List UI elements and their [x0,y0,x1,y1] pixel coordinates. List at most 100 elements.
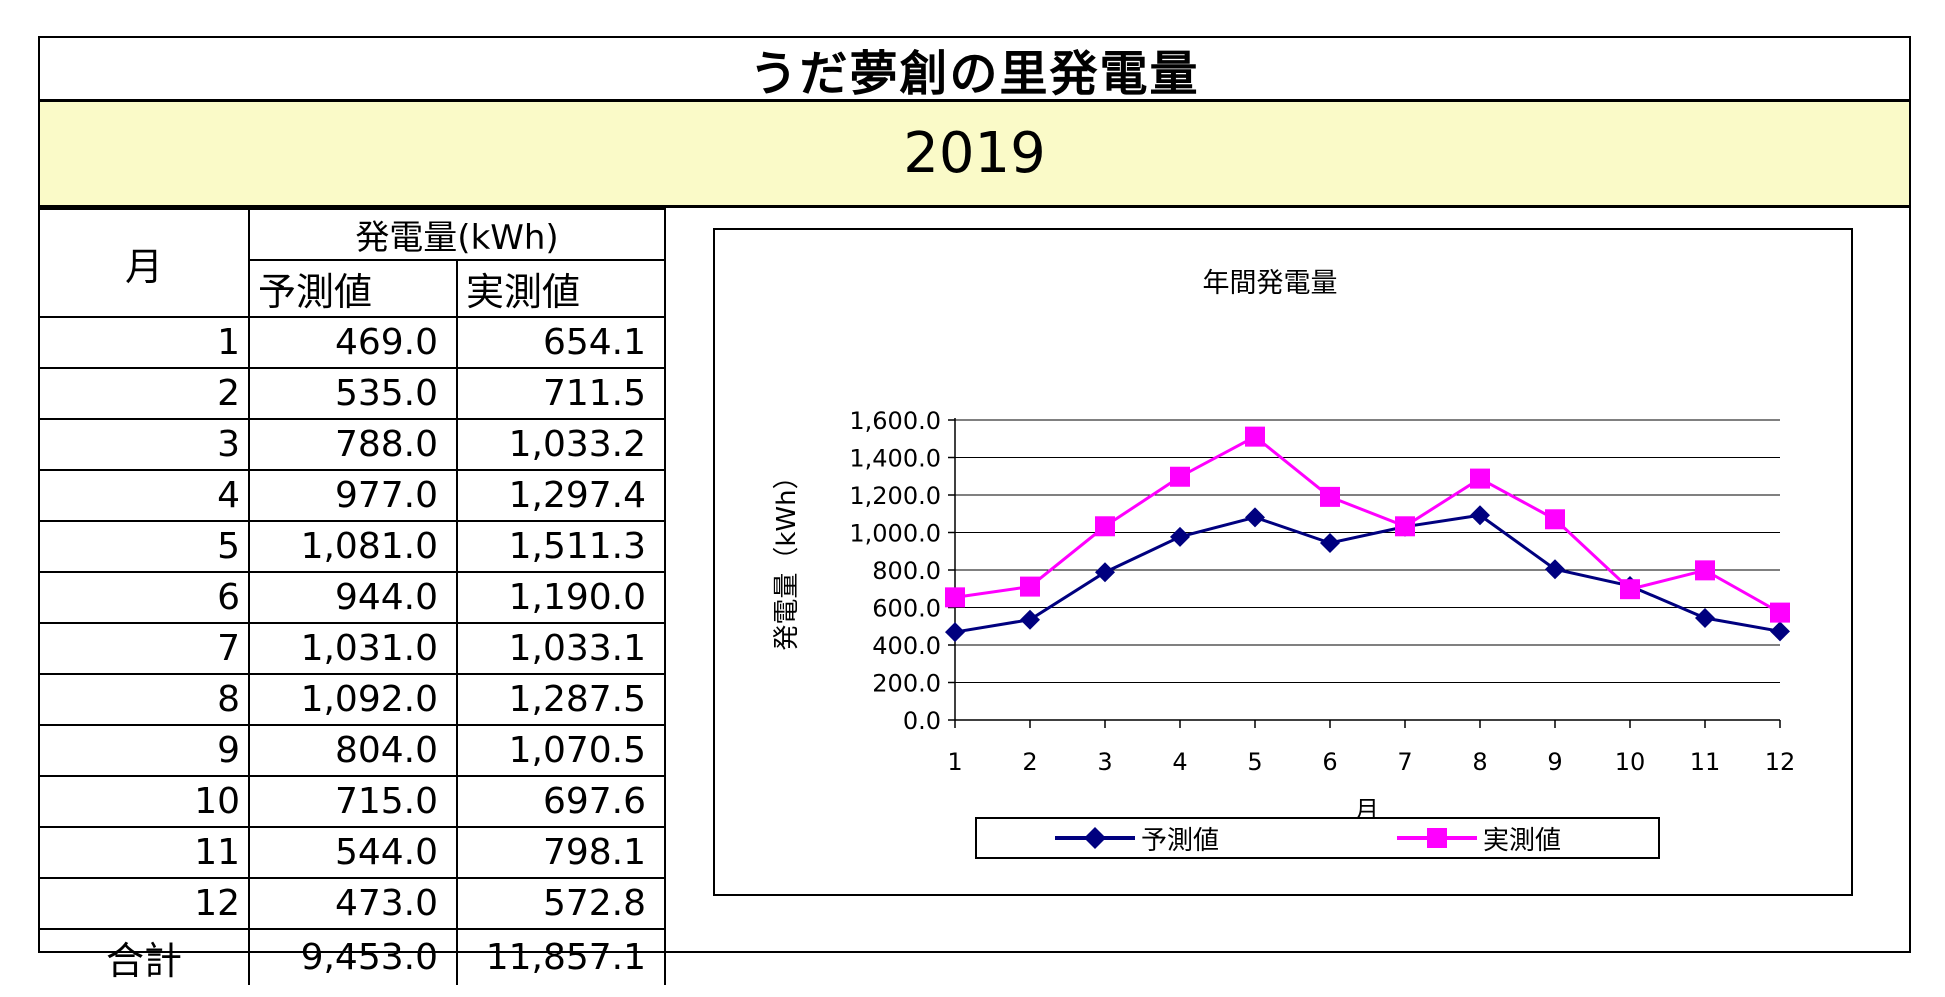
page-title: うだ夢創の里発電量 [40,38,1909,102]
actual-point [1170,466,1190,487]
actual-cell: 1,070.5 [455,724,667,777]
y-tick-label: 600.0 [872,595,941,623]
predicted-point [1470,505,1490,526]
table-row: 3 788.0 1,033.2 [40,418,667,471]
power-header: 発電量(kWh) [247,208,667,261]
month-cell: 11 [40,826,250,879]
y-tick-label: 1,000.0 [849,520,941,548]
actual-cell: 1,033.2 [455,418,667,471]
actual-cell: 798.1 [455,826,667,879]
table-row: 5 1,081.0 1,511.3 [40,520,667,573]
month-cell: 12 [40,877,250,930]
predicted-point [1770,621,1790,642]
legend-marker-predicted [1055,827,1135,849]
actual-cell: 1,297.4 [455,469,667,522]
total-actual: 11,857.1 [455,928,667,985]
actual-cell: 697.6 [455,775,667,828]
predicted-cell: 804.0 [248,724,458,777]
predicted-cell: 544.0 [248,826,458,879]
month-cell: 10 [40,775,250,828]
predicted-cell: 1,081.0 [248,520,458,573]
y-tick-label: 800.0 [872,557,941,585]
actual-point [1470,468,1490,489]
month-cell: 5 [40,520,250,573]
total-label: 合計 [40,928,250,985]
legend-item-predicted: 予測値 [1055,819,1219,857]
x-tick-label: 2 [1022,748,1037,776]
actual-point [1395,516,1415,537]
actual-point [1095,516,1115,537]
actual-point [945,587,965,608]
x-tick-label: 8 [1472,748,1487,776]
chart-legend: 予測値 実測値 [975,817,1660,859]
table-row: 9 804.0 1,070.5 [40,724,667,777]
table-row: 8 1,092.0 1,287.5 [40,673,667,726]
actual-cell: 711.5 [455,367,667,420]
x-tick-label: 4 [1172,748,1187,776]
actual-point [1020,576,1040,597]
x-tick-label: 9 [1547,748,1562,776]
actual-cell: 572.8 [455,877,667,930]
table-row: 1 469.0 654.1 [40,316,667,369]
actual-point [1545,509,1565,530]
chart-title: 年間発電量 [1203,268,1338,299]
y-tick-label: 1,400.0 [849,445,941,473]
spreadsheet: うだ夢創の里発電量 2019 月 発電量(kWh) 予測値 実測値 1 469.0… [38,36,1911,985]
month-cell: 8 [40,673,250,726]
table-header-row: 月 発電量(kWh) [40,208,667,318]
table-subheader-row: 予測値 実測値 [40,259,667,318]
predicted-header: 予測値 [248,259,458,318]
predicted-cell: 473.0 [248,877,458,930]
y-tick-label: 400.0 [872,632,941,660]
x-tick-label: 7 [1397,748,1412,776]
predicted-point [1695,608,1715,628]
y-tick-label: 200.0 [872,670,941,698]
year-banner: 2019 [40,102,1909,208]
actual-point [1320,486,1340,507]
predicted-point [1245,507,1265,528]
legend-label-actual: 実測値 [1483,825,1562,856]
predicted-cell: 1,092.0 [248,673,458,726]
predicted-point [945,622,965,643]
actual-cell: 1,511.3 [455,520,667,573]
predicted-point [1095,562,1115,583]
table-row: 10 715.0 697.6 [40,775,667,828]
month-cell: 3 [40,418,250,471]
y-axis-label: 発電量（kWh） [772,463,802,650]
x-tick-label: 5 [1247,748,1262,776]
x-tick-label: 12 [1765,748,1796,776]
predicted-cell: 788.0 [248,418,458,471]
actual-cell: 1,190.0 [455,571,667,624]
month-cell: 9 [40,724,250,777]
total-predicted: 9,453.0 [248,928,458,985]
month-cell: 1 [40,316,250,369]
table-row: 2 535.0 711.5 [40,367,667,420]
legend-item-actual: 実測値 [1397,819,1561,857]
predicted-point [1170,526,1190,547]
month-cell: 7 [40,622,250,675]
predicted-cell: 469.0 [248,316,458,369]
month-cell: 2 [40,367,250,420]
legend-marker-actual [1397,828,1477,848]
predicted-point [1320,533,1340,553]
table-row: 4 977.0 1,297.4 [40,469,667,522]
chart-area [713,228,1853,896]
actual-header: 実測値 [455,259,667,318]
series-line-predicted [954,513,1781,634]
actual-point [1770,602,1790,623]
predicted-cell: 977.0 [248,469,458,522]
month-header: 月 [40,208,250,318]
x-tick-label: 6 [1322,748,1337,776]
total-row: 合計 9,453.0 11,857.1 [40,928,667,985]
y-tick-label: 1,600.0 [849,407,941,435]
x-tick-label: 10 [1615,748,1646,776]
month-cell: 4 [40,469,250,522]
table-row: 7 1,031.0 1,033.1 [40,622,667,675]
x-tick-label: 3 [1097,748,1112,776]
table-row: 6 944.0 1,190.0 [40,571,667,624]
actual-cell: 1,033.1 [455,622,667,675]
actual-point [1695,560,1715,581]
predicted-point [1545,559,1565,580]
predicted-cell: 715.0 [248,775,458,828]
